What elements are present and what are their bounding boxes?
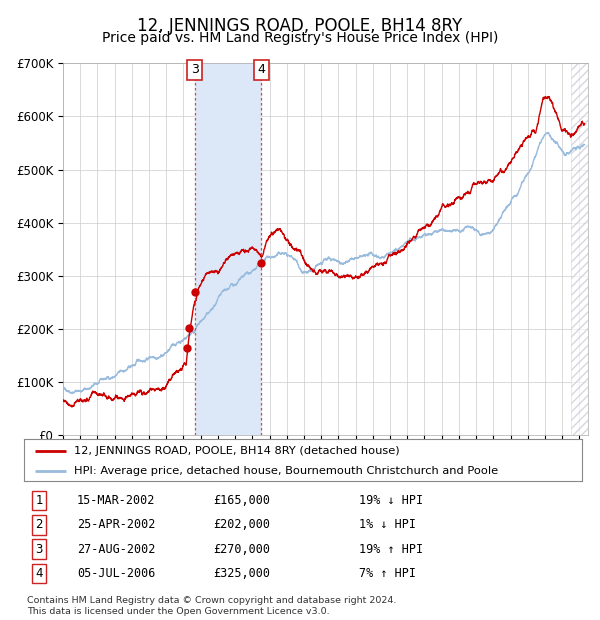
Text: £270,000: £270,000: [214, 542, 271, 556]
Text: 1% ↓ HPI: 1% ↓ HPI: [359, 518, 416, 531]
Text: 05-JUL-2006: 05-JUL-2006: [77, 567, 155, 580]
Text: 12, JENNINGS ROAD, POOLE, BH14 8RY (detached house): 12, JENNINGS ROAD, POOLE, BH14 8RY (deta…: [74, 446, 400, 456]
Text: £202,000: £202,000: [214, 518, 271, 531]
Text: 19% ↑ HPI: 19% ↑ HPI: [359, 542, 423, 556]
Text: 2: 2: [35, 518, 43, 531]
Text: 3: 3: [35, 542, 43, 556]
Text: Contains HM Land Registry data © Crown copyright and database right 2024.
This d: Contains HM Land Registry data © Crown c…: [27, 596, 397, 616]
Text: 1: 1: [35, 494, 43, 507]
Bar: [571, 63, 596, 435]
Text: 27-AUG-2002: 27-AUG-2002: [77, 542, 155, 556]
Text: 12, JENNINGS ROAD, POOLE, BH14 8RY: 12, JENNINGS ROAD, POOLE, BH14 8RY: [137, 17, 463, 35]
Text: 15-MAR-2002: 15-MAR-2002: [77, 494, 155, 507]
Text: 4: 4: [35, 567, 43, 580]
Text: £165,000: £165,000: [214, 494, 271, 507]
Text: 7% ↑ HPI: 7% ↑ HPI: [359, 567, 416, 580]
Text: 19% ↓ HPI: 19% ↓ HPI: [359, 494, 423, 507]
Text: 25-APR-2002: 25-APR-2002: [77, 518, 155, 531]
Text: HPI: Average price, detached house, Bournemouth Christchurch and Poole: HPI: Average price, detached house, Bour…: [74, 466, 499, 476]
Bar: [194, 63, 261, 435]
Text: Price paid vs. HM Land Registry's House Price Index (HPI): Price paid vs. HM Land Registry's House …: [102, 31, 498, 45]
Text: 3: 3: [191, 63, 199, 76]
Text: 4: 4: [257, 63, 265, 76]
Text: £325,000: £325,000: [214, 567, 271, 580]
